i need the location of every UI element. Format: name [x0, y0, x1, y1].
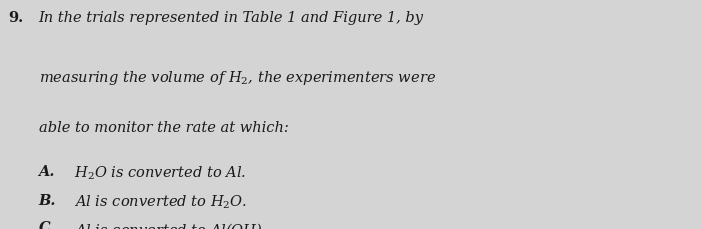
Text: Al is converted to Al(OH)$_3$.: Al is converted to Al(OH)$_3$.	[74, 221, 273, 229]
Text: 9.: 9.	[8, 11, 24, 25]
Text: B.: B.	[39, 194, 56, 207]
Text: C.: C.	[39, 221, 55, 229]
Text: A.: A.	[39, 165, 55, 179]
Text: Al is converted to H$_2$O.: Al is converted to H$_2$O.	[74, 194, 247, 211]
Text: H$_2$O is converted to Al.: H$_2$O is converted to Al.	[74, 165, 246, 182]
Text: In the trials represented in Table 1 and Figure 1, by: In the trials represented in Table 1 and…	[39, 11, 423, 25]
Text: able to monitor the rate at which:: able to monitor the rate at which:	[39, 121, 288, 135]
Text: measuring the volume of H$_2$, the experimenters were: measuring the volume of H$_2$, the exper…	[39, 69, 436, 87]
